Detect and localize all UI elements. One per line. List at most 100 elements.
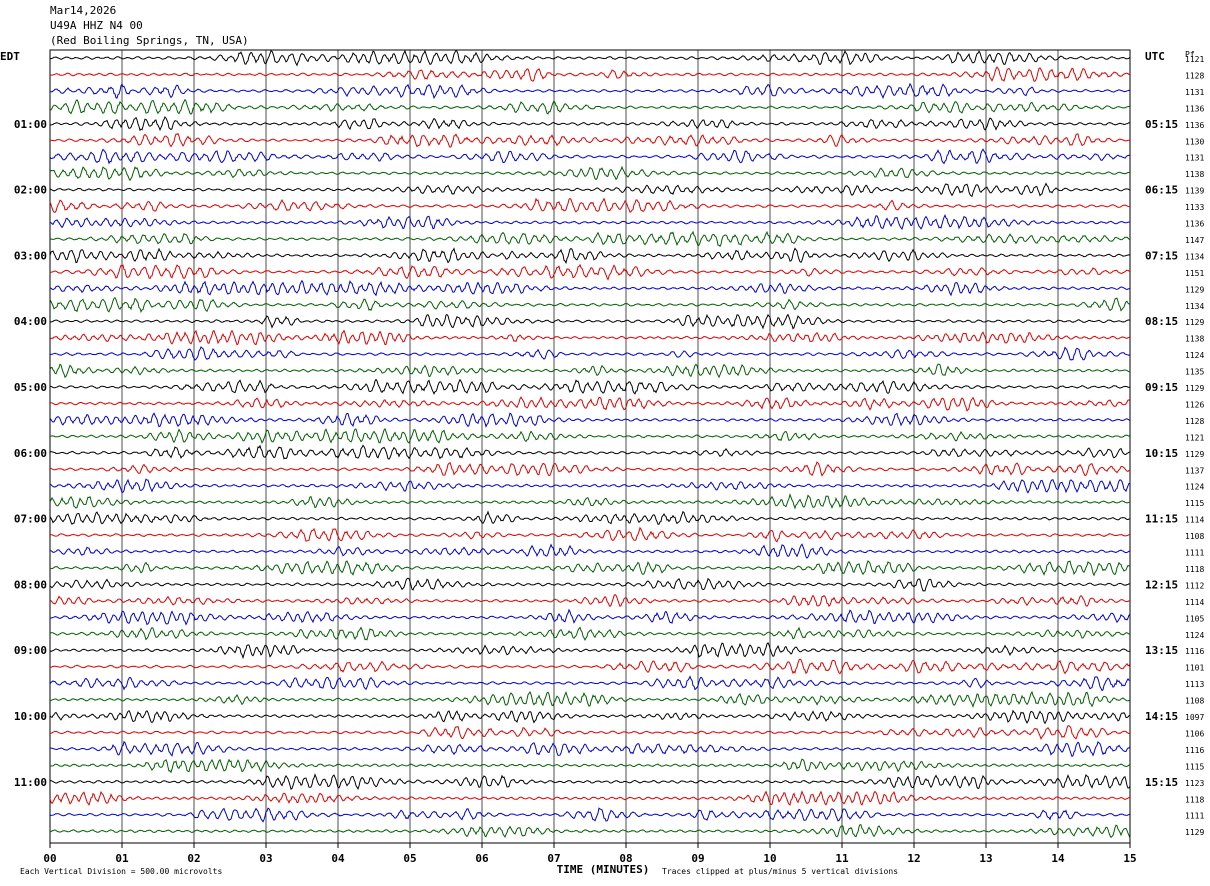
seismic-trace: [49, 824, 1131, 839]
rms-value-label: 1108: [1185, 532, 1204, 541]
seismic-trace: [49, 197, 1131, 213]
seismic-trace: [49, 66, 1131, 83]
rms-value-label: 1128: [1185, 417, 1204, 426]
seismic-trace: [49, 213, 1131, 231]
utc-zone-label: UTC: [1145, 50, 1165, 63]
rms-value-label: 1118: [1185, 795, 1204, 804]
seismic-trace: [50, 543, 1131, 559]
rms-value-label: 1129: [1185, 450, 1204, 459]
x-tick-label: 15: [1123, 852, 1136, 865]
edt-hour-label: 08:00: [14, 578, 47, 591]
seismic-trace: [49, 758, 1131, 774]
seismic-trace: [49, 577, 1131, 592]
seismic-trace: [49, 132, 1131, 148]
rms-value-label: 1129: [1185, 384, 1204, 393]
rms-value-label: 1121: [1185, 433, 1204, 442]
seismic-trace: [49, 790, 1131, 807]
seismic-trace: [49, 807, 1131, 823]
rms-value-label: 1137: [1185, 466, 1204, 475]
edt-hour-label: 01:00: [14, 118, 47, 131]
seismic-trace: [49, 444, 1131, 460]
seismic-trace: [49, 378, 1131, 395]
seismic-trace: [49, 560, 1131, 577]
utc-hour-label: 13:15: [1145, 644, 1178, 657]
x-tick-label: 06: [475, 852, 489, 865]
rms-value-label: 1106: [1185, 729, 1204, 738]
edt-zone-label: EDT: [0, 50, 20, 63]
x-tick-label: 09: [691, 852, 704, 865]
rms-value-label: 1134: [1185, 252, 1204, 261]
seismic-trace: [49, 593, 1131, 608]
x-tick-label: 05: [403, 852, 416, 865]
rms-value-label: 1101: [1185, 664, 1204, 673]
rms-value-label: 1115: [1185, 499, 1204, 508]
rms-value-label: 1129: [1185, 828, 1204, 837]
seismic-trace: [49, 675, 1130, 692]
utc-hour-label: 06:15: [1145, 184, 1178, 197]
seismic-trace: [49, 165, 1130, 182]
rms-value-label: 1124: [1185, 351, 1204, 360]
seismic-trace: [49, 329, 1131, 346]
seismic-trace: [49, 690, 1131, 708]
seismic-trace: [49, 608, 1131, 626]
seismic-trace: [49, 412, 1131, 428]
seismic-trace: [49, 626, 1131, 641]
seismic-trace: [50, 740, 1131, 758]
rms-value-label: 1139: [1185, 187, 1204, 196]
station-location: (Red Boiling Springs, TN, USA): [50, 34, 249, 47]
x-tick-label: 07: [547, 852, 560, 865]
scale-note: Each Vertical Division = 500.00 microvol…: [20, 867, 222, 876]
x-tick-label: 14: [1051, 852, 1065, 865]
x-tick-label: 01: [115, 852, 129, 865]
rms-value-label: 1136: [1185, 104, 1204, 113]
rms-value-label: 1136: [1185, 121, 1204, 130]
rms-value-label: 1112: [1185, 581, 1204, 590]
seismic-trace: [49, 116, 1131, 132]
rms-value-label: 1131: [1185, 88, 1204, 97]
x-tick-label: 11: [835, 852, 849, 865]
rms-value-label: 1114: [1185, 598, 1204, 607]
seismic-trace: [49, 98, 1131, 115]
rms-value-label: 1151: [1185, 269, 1204, 278]
rms-value-label: 1133: [1185, 203, 1204, 212]
seismic-trace: [49, 230, 1131, 248]
plot-frame: [49, 49, 1131, 844]
edt-hour-label: 03:00: [14, 249, 47, 262]
seismic-trace: [49, 148, 1131, 165]
rms-value-label: 1113: [1185, 680, 1204, 689]
x-tick-label: 13: [979, 852, 992, 865]
rms-value-label: 1097: [1185, 713, 1204, 722]
edt-hour-label: 10:00: [14, 710, 47, 723]
utc-hour-label: 12:15: [1145, 578, 1178, 591]
edt-hour-label: 11:00: [14, 776, 47, 789]
seismic-trace: [49, 313, 1131, 330]
x-tick-label: 12: [907, 852, 920, 865]
x-tick-label: 10: [763, 852, 776, 865]
edt-hour-label: 07:00: [14, 513, 47, 526]
utc-hour-label: 11:15: [1145, 513, 1178, 526]
utc-hour-label: 15:15: [1145, 776, 1178, 789]
edt-hour-label: 04:00: [14, 315, 47, 328]
seismic-trace: [49, 296, 1131, 314]
seismic-trace: [49, 82, 1131, 100]
x-tick-label: 04: [331, 852, 345, 865]
seismic-trace: [49, 510, 1131, 526]
x-tick-label: 03: [259, 852, 272, 865]
station-code: U49A HHZ N4 00: [50, 19, 143, 32]
rms-value-label: 1147: [1185, 236, 1204, 245]
seismic-trace: [49, 709, 1131, 725]
seismic-trace: [49, 526, 1131, 543]
rms-value-label: 1128: [1185, 71, 1204, 80]
rms-value-label: 1136: [1185, 220, 1204, 229]
seismic-trace: [50, 49, 1131, 67]
seismic-trace: [50, 725, 1131, 741]
utc-hour-label: 09:15: [1145, 381, 1178, 394]
rms-value-label: 1114: [1185, 516, 1204, 525]
seismic-trace: [49, 346, 1131, 361]
rms-value-label: 1115: [1185, 762, 1204, 771]
rms-value-label: 1129: [1185, 285, 1204, 294]
seismic-trace: [49, 492, 1131, 510]
rms-value-label: 1108: [1185, 697, 1204, 706]
seismic-trace: [49, 461, 1131, 477]
utc-hour-label: 07:15: [1145, 249, 1178, 262]
